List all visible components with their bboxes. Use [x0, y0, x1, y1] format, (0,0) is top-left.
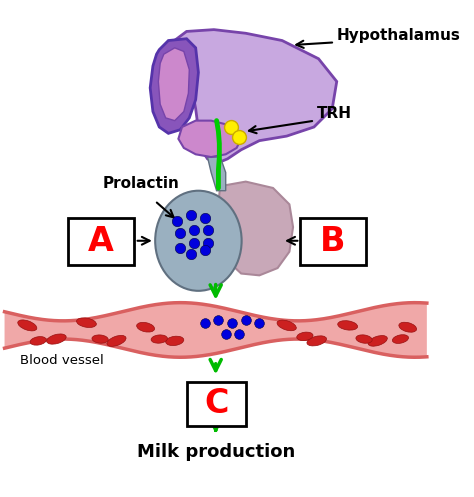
- Polygon shape: [168, 30, 337, 164]
- Ellipse shape: [137, 323, 155, 332]
- Ellipse shape: [392, 334, 409, 343]
- Ellipse shape: [155, 191, 242, 291]
- Ellipse shape: [399, 322, 417, 332]
- Ellipse shape: [307, 336, 327, 346]
- Text: TRH: TRH: [317, 106, 352, 121]
- Polygon shape: [5, 303, 427, 357]
- Ellipse shape: [46, 334, 66, 344]
- Bar: [187, 382, 246, 425]
- Ellipse shape: [166, 336, 184, 345]
- Text: Milk production: Milk production: [137, 443, 295, 461]
- Ellipse shape: [151, 335, 167, 343]
- Polygon shape: [219, 181, 293, 275]
- Ellipse shape: [92, 335, 108, 343]
- Polygon shape: [158, 48, 189, 121]
- Ellipse shape: [356, 335, 372, 343]
- Text: A: A: [88, 225, 114, 258]
- Ellipse shape: [368, 335, 387, 346]
- Text: Blood vessel: Blood vessel: [20, 354, 104, 367]
- Polygon shape: [208, 157, 226, 191]
- Bar: [68, 218, 134, 265]
- Text: C: C: [204, 387, 228, 420]
- Ellipse shape: [77, 318, 96, 328]
- Polygon shape: [150, 39, 199, 133]
- Ellipse shape: [277, 320, 296, 331]
- Ellipse shape: [107, 335, 126, 346]
- Ellipse shape: [297, 332, 313, 340]
- Text: Prolactin: Prolactin: [103, 176, 180, 191]
- Ellipse shape: [338, 321, 357, 330]
- Polygon shape: [178, 121, 241, 157]
- Text: B: B: [320, 225, 346, 258]
- Ellipse shape: [18, 320, 37, 331]
- Text: Hypothalamus: Hypothalamus: [337, 27, 461, 43]
- Ellipse shape: [30, 336, 46, 345]
- Bar: [301, 218, 366, 265]
